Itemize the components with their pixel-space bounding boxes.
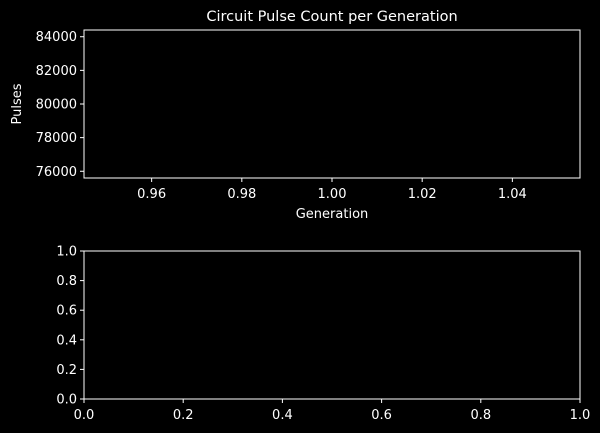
- top-x-tick-label: 1.04: [498, 187, 527, 202]
- top-x-axis-label: Generation: [296, 207, 369, 222]
- top-x-tick-label: 0.96: [137, 187, 166, 202]
- bottom-y-tick-label: 0.6: [56, 304, 77, 319]
- top-y-axis-label: Pulses: [10, 83, 25, 124]
- bottom-x-tick-label: 0.8: [470, 408, 491, 423]
- bottom-y-tick-label: 0.0: [56, 393, 77, 408]
- bottom-y-tick-label: 0.4: [56, 333, 77, 348]
- top-x-tick-label: 0.98: [227, 187, 256, 202]
- bottom-x-tick-label: 0.0: [74, 408, 95, 423]
- top-x-tick-label: 1.02: [408, 187, 437, 202]
- top-chart-title: Circuit Pulse Count per Generation: [206, 9, 457, 25]
- top-x-tick-label: 1.00: [318, 187, 347, 202]
- top-y-tick-label: 84000: [36, 30, 77, 45]
- top-y-tick-label: 78000: [36, 131, 77, 146]
- top-y-tick-label: 82000: [36, 64, 77, 79]
- bottom-y-tick-label: 0.8: [56, 274, 77, 289]
- bottom-y-tick-label: 1.0: [56, 245, 77, 260]
- bottom-x-tick-label: 0.4: [272, 408, 293, 423]
- bottom-y-tick-label: 0.2: [56, 363, 77, 378]
- bottom-x-tick-label: 1.0: [570, 408, 591, 423]
- bottom-x-tick-label: 0.6: [371, 408, 392, 423]
- bottom-plot-frame: [83, 250, 581, 400]
- top-y-tick-label: 76000: [36, 165, 77, 180]
- top-y-tick-label: 80000: [36, 98, 77, 113]
- bottom-x-tick-label: 0.2: [173, 408, 194, 423]
